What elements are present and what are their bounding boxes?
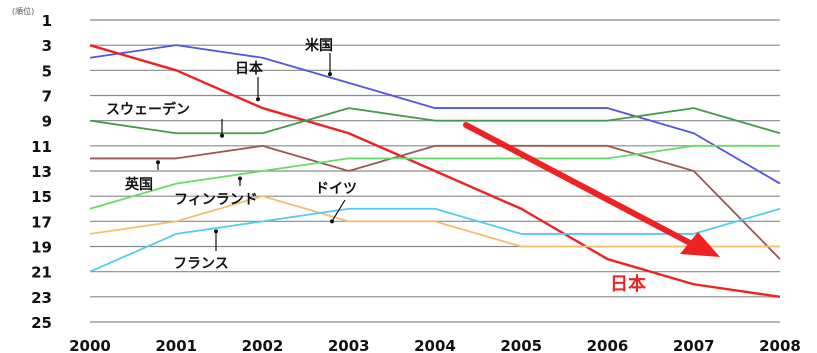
x-tick-label: 2003: [328, 337, 370, 353]
series-lines: [89, 44, 781, 299]
series-line: [89, 44, 781, 299]
series-line: [89, 44, 781, 185]
series-line: [89, 144, 780, 210]
x-tick-label: 2002: [242, 337, 284, 353]
y-tick-label: 9: [42, 113, 52, 131]
y-tick-label: 19: [31, 239, 52, 257]
x-tick-label: 2007: [673, 337, 715, 353]
y-tick-label: 3: [42, 37, 52, 55]
x-tick-label: 2008: [759, 337, 801, 353]
trend-arrow: 日本: [463, 122, 720, 295]
series-line: [89, 195, 780, 248]
callout-pointer-tip: [214, 229, 218, 234]
x-tick-label: 2005: [500, 337, 542, 353]
y-tick-label: 7: [42, 88, 52, 106]
japan-annotation: 日本: [610, 273, 646, 295]
callout-pointer-tip: [328, 72, 332, 77]
y-tick-label: 13: [31, 163, 52, 181]
x-tick-label: 2000: [69, 337, 111, 353]
x-tick-label: 2001: [155, 337, 197, 353]
series-callout-label: フランス: [173, 256, 229, 272]
series-callout-label: 日本: [235, 60, 264, 77]
trend-arrow-head: [680, 232, 720, 257]
y-tick-label: 15: [31, 188, 52, 206]
series-callout-label: 米国: [305, 37, 333, 54]
series-callout-label: 英国: [124, 176, 153, 193]
series-line: [89, 207, 781, 273]
y-tick-label: 25: [31, 314, 52, 332]
series-line: [89, 107, 781, 135]
callout-pointer: [331, 199, 346, 222]
y-tick-label: 11: [31, 138, 52, 156]
y-tick-label: 1: [42, 12, 52, 30]
y-tick-label: 21: [31, 264, 52, 282]
y-unit-label: (順位): [12, 6, 34, 16]
x-axis-ticks: 2000 2001 2002 2003 2004 2005 2006 2007 2008: [69, 337, 801, 353]
y-tick-label: 17: [31, 213, 52, 231]
series-callout-label: フィンランド: [174, 192, 258, 208]
x-tick-label: 2004: [414, 337, 456, 353]
callout-pointer-tip: [156, 160, 160, 165]
series-callout-label: スウェーデン: [106, 101, 190, 118]
series-callout-label: ドイツ: [315, 181, 357, 197]
callout-pointer-tip: [220, 133, 224, 138]
callout-pointer-tip: [238, 176, 242, 181]
y-tick-label: 5: [42, 62, 52, 80]
x-tick-label: 2006: [587, 337, 629, 353]
y-tick-label: 23: [31, 289, 52, 307]
trend-arrow-shaft: [463, 122, 693, 246]
series-line: [90, 144, 781, 260]
callout-pointer-tip: [256, 97, 260, 102]
callout-pointer-tip: [330, 219, 334, 224]
